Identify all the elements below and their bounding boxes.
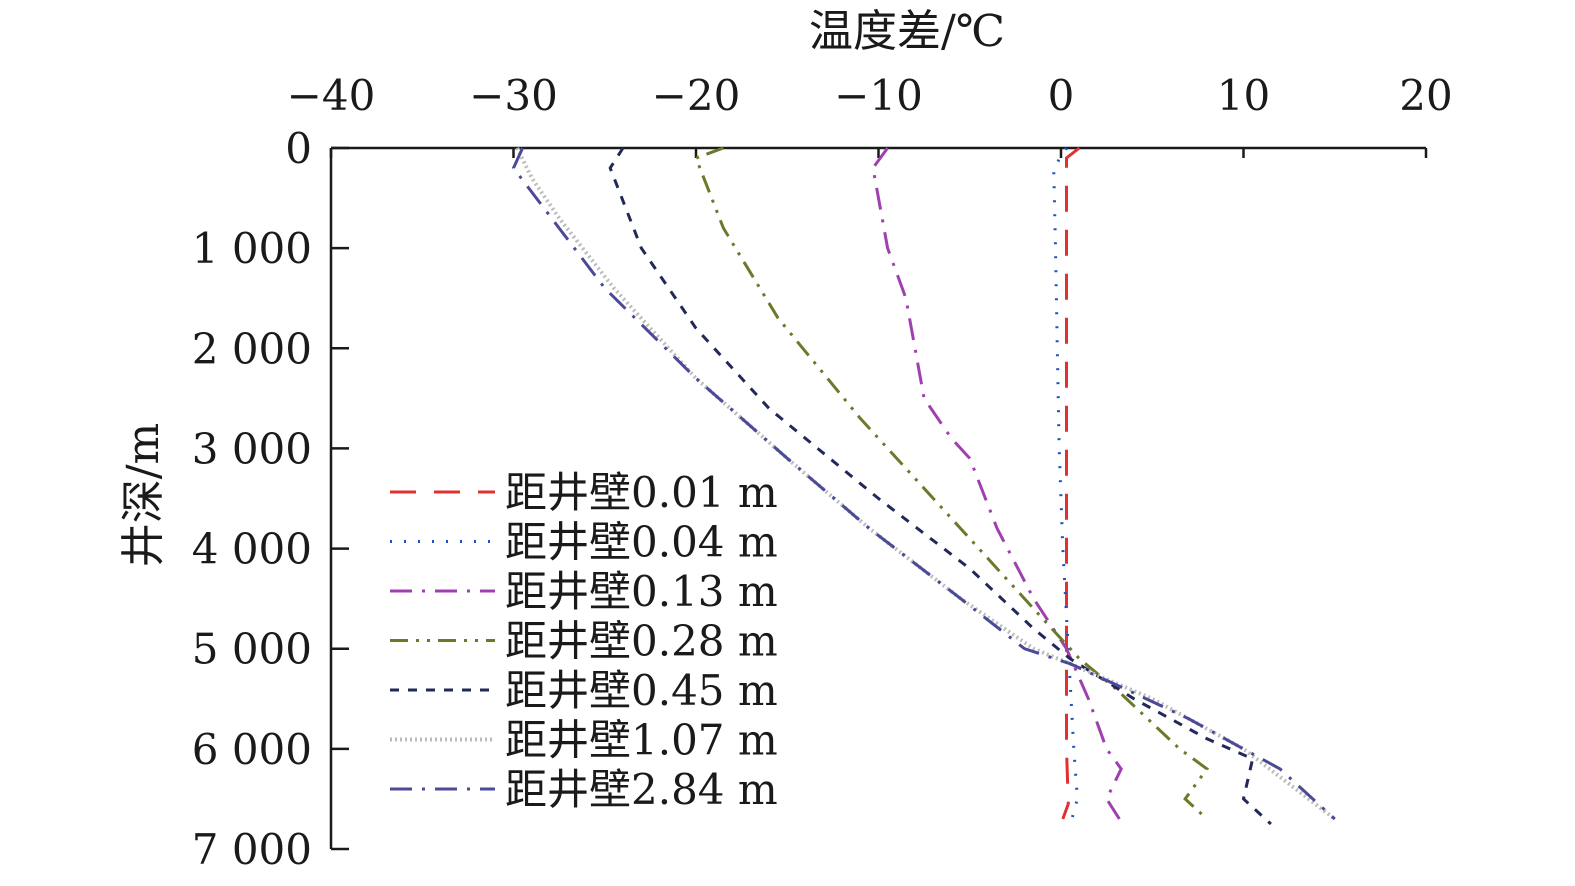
x-tick-label: 10 (1217, 71, 1270, 120)
legend-label-2: 距井壁0.04 m (505, 518, 778, 567)
y-tick-label: 0 (285, 124, 312, 173)
series-line-3 (871, 147, 1123, 820)
y-tick-label: 3 000 (192, 424, 312, 473)
x-tick-labels: −40 −30 −20 −10 0 10 20 (287, 71, 1453, 120)
x-tick-label: −30 (469, 71, 558, 120)
legend-label-3: 距井壁0.13 m (505, 567, 778, 616)
series-lines (511, 146, 1337, 826)
legend-label-6: 距井壁1.07 m (505, 716, 778, 765)
x-tick-label: −10 (834, 71, 923, 120)
series-line-1 (1061, 146, 1081, 820)
legend-label-5: 距井壁0.45 m (505, 666, 778, 715)
y-tick-label: 5 000 (192, 625, 312, 674)
y-axis-title: 井深/m (118, 423, 169, 568)
legend-label-7: 距井壁2.84 m (505, 765, 778, 814)
series-line-7 (511, 147, 1336, 821)
x-axis-title: 温度差/℃ (809, 6, 1005, 57)
y-tick-label: 7 000 (192, 825, 312, 874)
x-tick-label: 0 (1048, 71, 1075, 120)
legend-label-4: 距井壁0.28 m (505, 617, 778, 666)
y-tick-label: 6 000 (192, 725, 312, 774)
legend-label-1: 距井壁0.01 m (505, 468, 778, 517)
x-tick-label: −40 (287, 71, 376, 120)
y-tick-label: 2 000 (192, 324, 312, 373)
y-tick-label: 1 000 (192, 224, 312, 273)
y-tick-labels: 0 1 000 2 000 3 000 4 000 5 000 6 000 7 000 (192, 124, 312, 874)
series-line-2 (1052, 147, 1079, 820)
x-tick-label: 20 (1399, 71, 1452, 120)
series-line-4 (694, 146, 1210, 821)
series-line-5 (608, 147, 1272, 826)
y-tick-label: 4 000 (192, 525, 312, 574)
series-line-6 (515, 147, 1337, 821)
x-tick-label: −20 (652, 71, 741, 120)
axes (329, 146, 1428, 851)
